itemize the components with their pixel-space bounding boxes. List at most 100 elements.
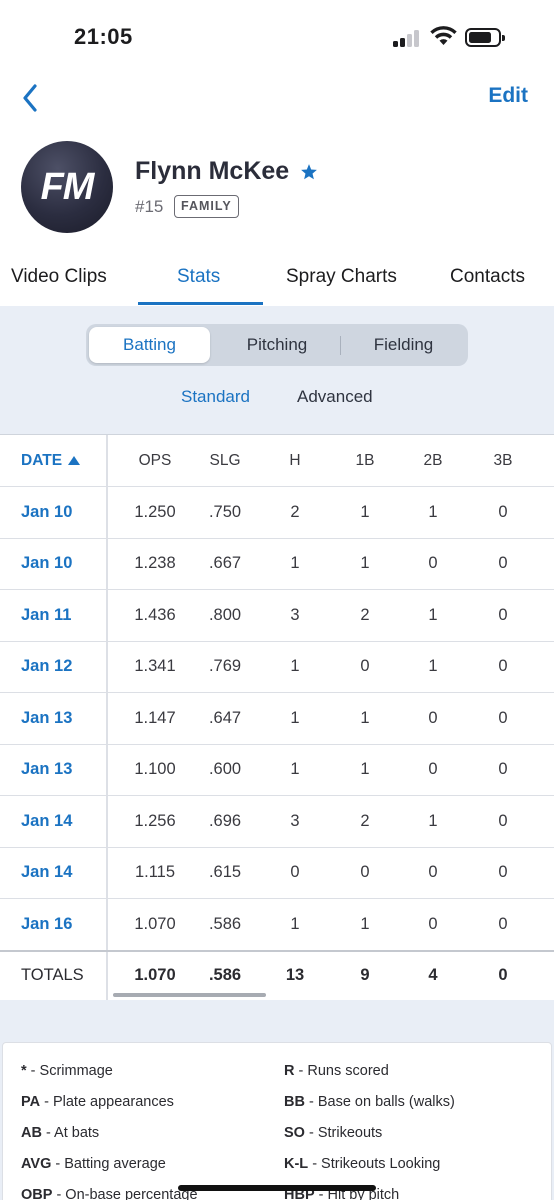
legend-abbreviation: OBP [21, 1187, 53, 1200]
cell-h: 1 [290, 760, 300, 779]
cell-2b: 0 [428, 863, 438, 882]
table-body: Jan 10 1.250.750 2 1 1 0 Jan 10 1.238.667 1 1 0 0 Ja… [0, 486, 554, 950]
table-row[interactable]: Jan 14 1.115 .615 0 0 0 0 [0, 846, 554, 898]
cell-h: 3 [290, 811, 300, 830]
legend-description: - Scrimmage [26, 1063, 113, 1079]
cell-date[interactable]: Jan 16 [0, 899, 108, 950]
table-row[interactable]: Jan 10 1.238 .667 1 1 0 0 [0, 537, 554, 589]
legend-description: - On-base percentage [52, 1187, 198, 1200]
totals-slg: .586 [208, 966, 242, 985]
legend-item: PA - Plate appearances [21, 1094, 174, 1110]
cell-2b: 1 [428, 605, 438, 624]
cell-1b: 1 [360, 708, 370, 727]
cell-slg: .696 [208, 811, 242, 830]
cell-3b: 0 [498, 811, 508, 830]
column-header-2b[interactable]: 2B [423, 451, 443, 469]
totals-3b: 0 [498, 966, 508, 985]
cell-2b: 1 [428, 502, 438, 521]
tab-spray-charts[interactable]: Spray Charts [286, 266, 397, 287]
cell-ops: 1.100 [134, 760, 176, 779]
legend-item: AB - At bats [21, 1125, 99, 1141]
table-header-row: DATE OPS SLG H 1B 2B 3B [0, 434, 554, 486]
legend-item: OBP - On-base percentage [21, 1187, 198, 1200]
horizontal-scrollbar[interactable] [113, 993, 266, 997]
cell-3b: 0 [498, 657, 508, 676]
table-row[interactable]: Jan 13 1.100 .600 1 1 0 0 [0, 743, 554, 795]
status-bar: 21:05 [0, 0, 554, 76]
cell-ops: 1.147 [134, 708, 176, 727]
legend-abbreviation: AVG [21, 1156, 52, 1172]
cell-h: 2 [290, 502, 300, 521]
cell-3b: 0 [498, 863, 508, 882]
star-icon[interactable] [300, 163, 318, 181]
home-indicator[interactable] [178, 1185, 376, 1191]
avatar: FM [21, 141, 113, 233]
segment-fielding[interactable]: Fielding [373, 335, 434, 354]
cell-date[interactable]: Jan 14 [0, 847, 108, 898]
segment-batting[interactable]: Batting [89, 327, 210, 363]
column-header-ops[interactable]: OPS [138, 451, 172, 469]
active-tab-indicator [138, 302, 263, 305]
cell-date[interactable]: Jan 14 [0, 796, 108, 847]
column-header-date-label: DATE [21, 451, 63, 469]
cell-1b: 0 [360, 657, 370, 676]
jersey-number: #15 [135, 197, 164, 216]
legend-item: K-L - Strikeouts Looking [284, 1156, 440, 1172]
column-header-slg[interactable]: SLG [209, 451, 241, 469]
cell-date[interactable]: Jan 11 [0, 590, 108, 641]
cell-slg: .800 [208, 605, 242, 624]
standard-view-button[interactable]: Standard [181, 387, 250, 406]
cell-1b: 1 [360, 502, 370, 521]
edit-button[interactable]: Edit [488, 84, 528, 107]
legend-abbreviation: BB [284, 1094, 305, 1110]
tab-stats[interactable]: Stats [177, 266, 221, 287]
cell-ops: 1.341 [134, 657, 176, 676]
cell-ops: 1.115 [134, 863, 176, 882]
status-time: 21:05 [74, 24, 133, 49]
column-header-date[interactable]: DATE [0, 435, 108, 486]
table-row[interactable]: Jan 10 1.250 .750 2 1 1 0 [0, 486, 554, 538]
column-header-3b[interactable]: 3B [493, 451, 513, 469]
table-row[interactable]: Jan 16 1.070 .586 1 1 0 0 [0, 898, 554, 950]
legend-description: - Runs scored [294, 1063, 389, 1079]
totals-ops: 1.070 [134, 966, 176, 985]
table-row[interactable]: Jan 14 1.256 .696 3 2 1 0 [0, 795, 554, 847]
cell-date[interactable]: Jan 10 [0, 487, 108, 538]
legend-abbreviation: K-L [284, 1156, 309, 1172]
cell-h: 1 [290, 554, 300, 573]
totals-label: TOTALS [0, 951, 108, 1000]
legend-abbreviation: SO [284, 1125, 305, 1141]
legend-description: - At bats [41, 1125, 100, 1141]
cell-date[interactable]: Jan 13 [0, 744, 108, 795]
cell-h: 1 [290, 657, 300, 676]
tab-bar: Video Clips Stats Spray Charts Contacts [0, 252, 554, 306]
column-header-1b[interactable]: 1B [355, 451, 375, 469]
advanced-view-button[interactable]: Advanced [297, 387, 373, 406]
totals-2b: 4 [428, 966, 438, 985]
segment-divider [340, 336, 341, 355]
legend-abbreviation: * [21, 1063, 27, 1079]
table-row[interactable]: Jan 12 1.341 .769 1 0 1 0 [0, 640, 554, 692]
legend-description: - Strikeouts Looking [308, 1156, 441, 1172]
tab-contacts[interactable]: Contacts [450, 266, 525, 287]
cell-slg: .600 [208, 760, 242, 779]
totals-1b: 9 [360, 966, 370, 985]
cell-2b: 0 [428, 914, 438, 933]
segment-pitching[interactable]: Pitching [246, 335, 308, 354]
table-row[interactable]: Jan 13 1.147 .647 1 1 0 0 [0, 692, 554, 744]
cell-date[interactable]: Jan 13 [0, 693, 108, 744]
cellular-signal-icon [393, 29, 423, 47]
back-button[interactable] [12, 80, 48, 116]
tab-video-clips[interactable]: Video Clips [11, 266, 107, 287]
cell-date[interactable]: Jan 10 [0, 538, 108, 589]
cell-2b: 1 [428, 811, 438, 830]
cell-slg: .769 [208, 657, 242, 676]
wifi-icon [430, 26, 457, 45]
table-row[interactable]: Jan 11 1.436 .800 3 2 1 0 [0, 589, 554, 641]
player-name: Flynn McKee [135, 157, 290, 185]
cell-date[interactable]: Jan 12 [0, 641, 108, 692]
legend-item: R - Runs scored [284, 1063, 389, 1079]
legend-item: AVG - Batting average [21, 1156, 166, 1172]
legend-abbreviation: R [284, 1063, 295, 1079]
column-header-h[interactable]: H [289, 451, 301, 469]
